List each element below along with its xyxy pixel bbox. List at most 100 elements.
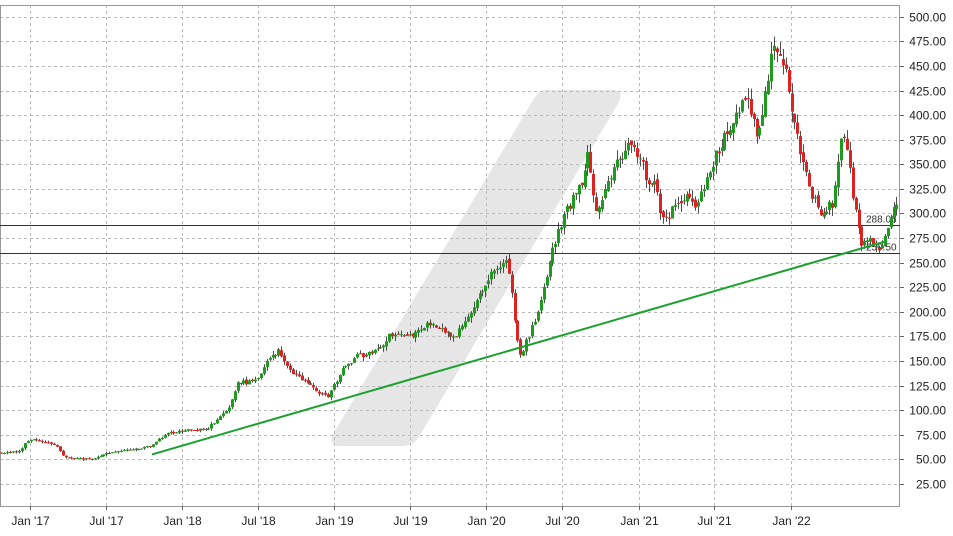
- candle-body-up: [18, 450, 21, 453]
- y-tick-label: 300.00: [909, 207, 946, 221]
- candle-body-down: [648, 180, 651, 185]
- candle-body-down: [41, 441, 44, 443]
- candle-body-up: [502, 262, 505, 267]
- candle-body-up: [823, 212, 826, 217]
- candle-body-up: [114, 451, 117, 453]
- candle-body-up: [578, 184, 581, 195]
- candle-body-up: [834, 185, 837, 207]
- candle-body-up: [12, 451, 15, 453]
- candle-body-down: [645, 161, 648, 181]
- candle-body-up: [339, 375, 342, 383]
- candlesticks: [0, 36, 898, 461]
- candle-body-down: [808, 173, 811, 187]
- candle-body-down: [274, 355, 277, 357]
- candle-body-down: [849, 150, 852, 168]
- candle-body-up: [356, 354, 359, 358]
- candle-body-up: [423, 327, 426, 331]
- candle-body-down: [379, 347, 382, 349]
- candle-body-down: [449, 332, 452, 337]
- candle-body-down: [304, 379, 307, 381]
- candle-body-down: [592, 174, 595, 196]
- candle-body-up: [735, 112, 738, 125]
- candle-body-down: [753, 113, 756, 120]
- candle-body-up: [400, 334, 403, 336]
- candle-body-up: [222, 413, 225, 417]
- x-tick-label: Jul '21: [697, 514, 732, 528]
- candle-body-up: [546, 276, 549, 286]
- candle-body-up: [758, 127, 761, 136]
- candle-body-up: [537, 311, 540, 321]
- candle-body-down: [44, 442, 47, 444]
- candle-body-down: [53, 443, 56, 445]
- candle-body-down: [82, 458, 85, 460]
- candle-body-down: [91, 458, 94, 460]
- support-trendline: [151, 240, 888, 456]
- candle-body-up: [674, 204, 677, 207]
- candle-body-down: [852, 167, 855, 199]
- y-tick-label: 175.00: [909, 330, 946, 344]
- candle-body-up: [773, 45, 776, 51]
- y-tick-label: 400.00: [909, 109, 946, 123]
- candle-body-up: [377, 348, 380, 350]
- candle-body-down: [589, 151, 592, 173]
- candle-body-up: [199, 428, 202, 431]
- candle-body-up: [68, 457, 71, 459]
- y-axis: 25.00 50.00 75.00 100.00 125.00 150.00 175.00 2…: [900, 11, 946, 492]
- candle-body-up: [639, 158, 642, 160]
- grid-lines: [0, 5, 900, 506]
- candle-body-up: [394, 334, 397, 337]
- y-tick-label: 375.00: [909, 134, 946, 148]
- candle-body-up: [24, 443, 27, 449]
- candle-body-up: [374, 349, 377, 353]
- candle-body-up: [729, 130, 732, 136]
- candle-body-up: [671, 206, 674, 219]
- candle-body-down: [59, 446, 62, 452]
- candle-body-up: [700, 191, 703, 202]
- candle-body-down: [872, 238, 875, 246]
- candle-body-up: [825, 211, 828, 214]
- candle-body-down: [662, 211, 665, 218]
- candle-body-up: [385, 341, 388, 347]
- candle-body-up: [164, 434, 167, 438]
- candle-body-up: [333, 383, 336, 390]
- candle-body-down: [516, 320, 519, 341]
- candle-body-down: [9, 451, 12, 453]
- candle-body-down: [811, 186, 814, 199]
- candle-body-up: [409, 334, 412, 336]
- candle-body-up: [493, 270, 496, 274]
- candle-body-down: [656, 179, 659, 193]
- candle-body-down: [817, 195, 820, 208]
- candle-body-down: [56, 445, 59, 447]
- candle-body-up: [531, 325, 534, 337]
- candle-body-up: [342, 368, 345, 376]
- x-tick-label: Jan '17: [11, 514, 50, 528]
- y-tick-label: 50.00: [916, 453, 946, 467]
- candle-body-up: [496, 268, 499, 270]
- candle-body-up: [219, 416, 222, 420]
- candle-body-up: [732, 123, 735, 133]
- candle-body-down: [793, 113, 796, 123]
- candle-body-up: [210, 424, 213, 429]
- candle-body-down: [307, 379, 310, 384]
- candle-body-up: [814, 197, 817, 199]
- candle-body-up: [461, 325, 464, 330]
- candle-body-down: [831, 203, 834, 208]
- candle-body-up: [234, 391, 237, 401]
- candle-body-down: [35, 439, 38, 441]
- candle-body-up: [105, 453, 108, 455]
- candle-body-up: [257, 378, 260, 380]
- candle-body-down: [776, 48, 779, 53]
- y-tick-label: 75.00: [916, 429, 946, 443]
- candle-body-up: [677, 203, 680, 205]
- candle-body-down: [190, 429, 193, 431]
- candle-body-up: [566, 206, 569, 213]
- candle-body-down: [688, 193, 691, 198]
- candle-body-up: [840, 138, 843, 161]
- candle-body-up: [683, 200, 686, 202]
- candle-body-down: [412, 333, 415, 337]
- watermark-logo: [331, 90, 621, 446]
- x-tick-label: Jan '21: [620, 514, 659, 528]
- candle-body-up: [505, 260, 508, 264]
- candle-body-up: [216, 419, 219, 424]
- x-axis: Jan '17 Jul '17 Jan '18 Jul '18 Jan '19 Jul '…: [11, 506, 811, 528]
